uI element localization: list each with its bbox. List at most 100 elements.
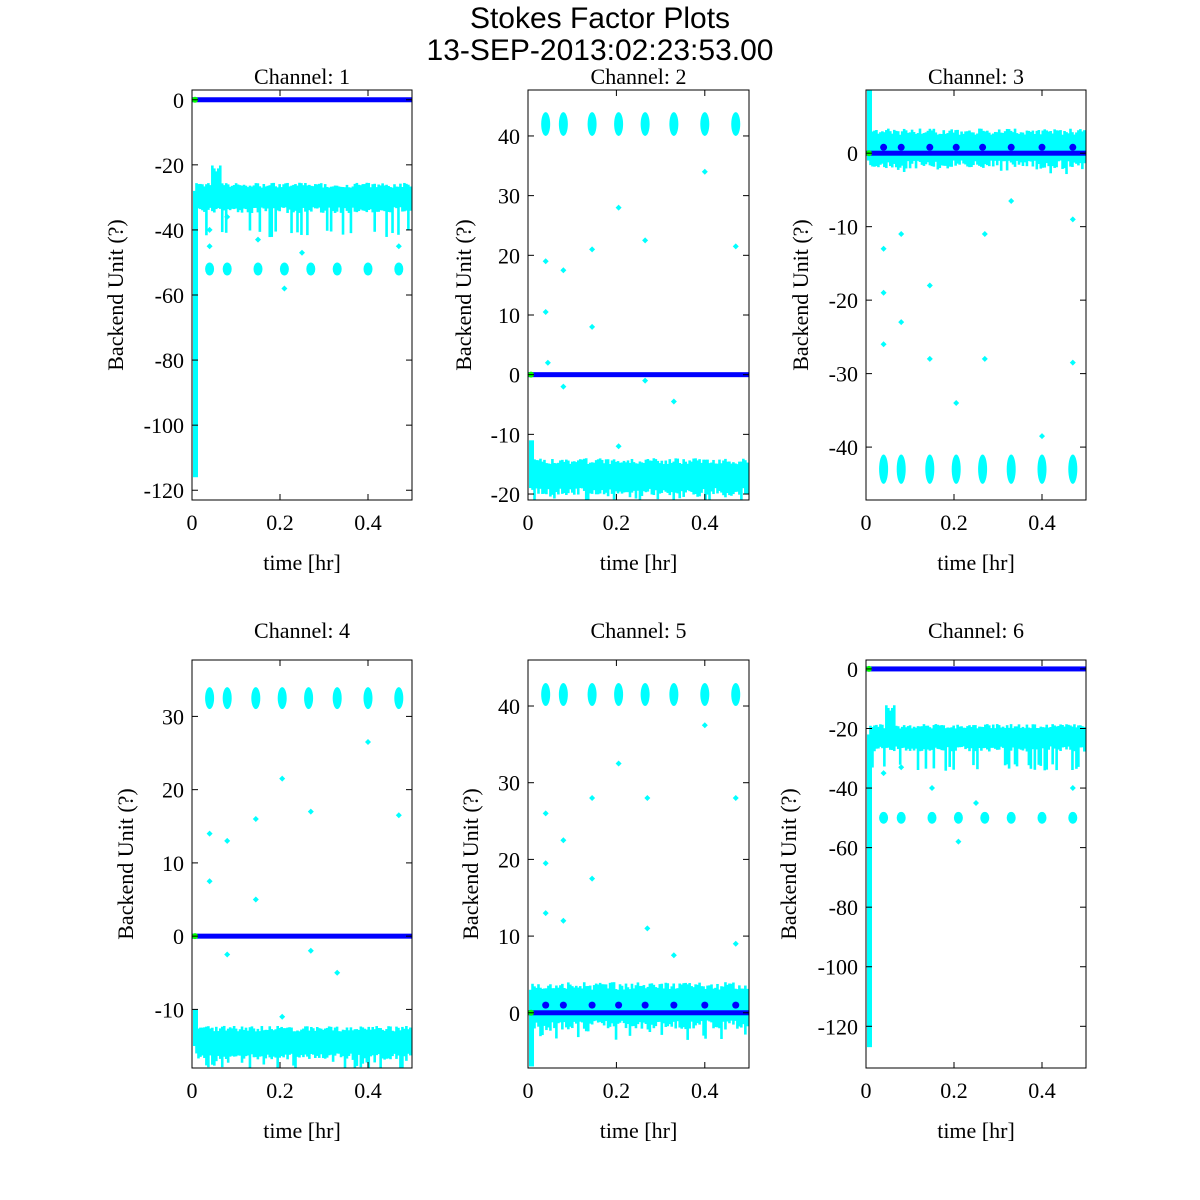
cyan-outlier-point: [1069, 216, 1076, 223]
cyan-band-column: [387, 1026, 390, 1059]
cyan-band-column: [922, 132, 926, 166]
cyan-band-column: [383, 185, 386, 212]
cyan-band-column: [728, 983, 731, 1024]
cyan-band-column: [1013, 128, 1017, 167]
cyan-band-column: [890, 707, 894, 750]
cyan-band-column: [980, 726, 983, 751]
cyan-band-column: [547, 463, 550, 490]
cyan-band-column: [628, 462, 632, 498]
cyan-band-column: [608, 464, 612, 490]
cyan-outlier-point: [615, 204, 622, 211]
cyan-band-column: [624, 983, 628, 1029]
cyan-band-column: [268, 185, 272, 238]
cyan-band-column: [1053, 725, 1056, 749]
x-axis-label: time [hr]: [937, 1118, 1015, 1143]
cyan-band-column: [272, 1030, 276, 1057]
cyan-burst-cluster: [279, 262, 289, 276]
cyan-band-column: [948, 130, 951, 167]
cyan-initial-spike: [193, 190, 198, 478]
cyan-band-column: [678, 983, 682, 1028]
x-tick-label: 0.2: [940, 1078, 968, 1103]
cyan-band-column: [353, 1029, 357, 1068]
y-tick-label: -40: [155, 218, 184, 243]
channel-title: Channel: 5: [591, 618, 687, 643]
cyan-burst-cluster: [306, 262, 316, 276]
blue-series-point: [880, 143, 888, 151]
cyan-band-column: [676, 988, 680, 1022]
cyan-band-column: [282, 1028, 285, 1058]
cyan-outlier-point: [973, 799, 979, 806]
plot-area: [528, 112, 749, 500]
cyan-band-column: [902, 128, 906, 172]
cyan-band-column: [333, 185, 337, 213]
x-axis-label: time [hr]: [937, 550, 1015, 575]
cyan-band-column: [714, 463, 717, 489]
cyan-band-column: [682, 983, 685, 1028]
cyan-band-column: [563, 461, 566, 494]
cyan-band-column: [630, 983, 634, 1027]
cyan-band-column: [634, 463, 638, 499]
cyan-band-column: [407, 1029, 410, 1054]
cyan-band-column: [244, 185, 248, 210]
cyan-band-column: [296, 1030, 299, 1057]
cyan-band-column: [375, 1026, 378, 1056]
cyan-band-column: [377, 184, 380, 212]
cyan-burst-cluster: [253, 262, 263, 276]
channel-1-axes: 0 0.2 0.4 0 -20 -40 -60 -80 -100 -120 Channel: 1 ti…: [103, 64, 413, 575]
cyan-band-column: [232, 1026, 236, 1057]
cyan-burst-cluster: [222, 687, 232, 710]
cyan-outlier-point: [206, 226, 213, 233]
cyan-band-column: [700, 462, 703, 493]
blue-series-line: [528, 1010, 749, 1016]
cyan-burst-cluster: [927, 811, 937, 824]
cyan-band-column: [610, 982, 614, 1024]
cyan-band-column: [640, 985, 644, 1029]
cyan-band-column: [298, 1031, 301, 1058]
cyan-band-column: [1051, 133, 1054, 167]
cyan-burst-cluster: [896, 454, 906, 484]
cyan-band-column: [712, 988, 715, 1029]
cyan-band-column: [690, 986, 693, 1022]
cyan-band-column: [626, 987, 630, 1024]
cyan-band-column: [1047, 727, 1050, 750]
y-tick-label: 0: [173, 924, 184, 949]
cyan-band-column: [584, 458, 588, 500]
y-tick-label: 0: [509, 1001, 520, 1026]
cyan-band-column: [910, 728, 914, 749]
cyan-band-column: [730, 463, 733, 496]
cyan-band-column: [1029, 131, 1033, 162]
cyan-band-column: [930, 728, 934, 750]
cyan-band-column: [1021, 132, 1025, 166]
cyan-band-column: [397, 1027, 400, 1056]
cyan-band-column: [986, 130, 989, 166]
cyan-band-column: [902, 725, 906, 748]
cyan-band-column: [920, 726, 924, 751]
axes-frame: [191, 89, 413, 501]
cyan-band-column: [871, 131, 874, 167]
cyan-band-column: [989, 134, 993, 161]
cyan-band-column: [383, 1030, 386, 1060]
cyan-band-column: [381, 183, 384, 211]
cyan-band-column: [995, 132, 999, 166]
cyan-band-column: [712, 459, 715, 495]
cyan-band-column: [381, 1029, 384, 1059]
cyan-band-column: [742, 458, 745, 489]
cyan-band-column: [325, 1027, 329, 1058]
cyan-band-column: [991, 724, 995, 748]
cyan-band-column: [1063, 130, 1066, 169]
cyan-band-column: [578, 986, 582, 1022]
cyan-band-column: [1043, 727, 1047, 771]
cyan-band-column: [1059, 724, 1062, 752]
cyan-band-column: [561, 459, 564, 494]
y-tick-label: -60: [829, 836, 858, 861]
cyan-band-column: [339, 186, 343, 213]
cyan-band-column: [302, 1028, 305, 1058]
cyan-band-column: [904, 130, 908, 169]
cyan-band-column: [887, 707, 890, 748]
figure-subtitle: 13-SEP-2013:02:23:53.00: [427, 34, 774, 67]
cyan-band-column: [978, 726, 981, 749]
cyan-band-column: [329, 1026, 333, 1055]
cyan-band-column: [656, 987, 660, 1023]
cyan-band-column: [363, 184, 367, 211]
cyan-band-column: [734, 463, 737, 492]
